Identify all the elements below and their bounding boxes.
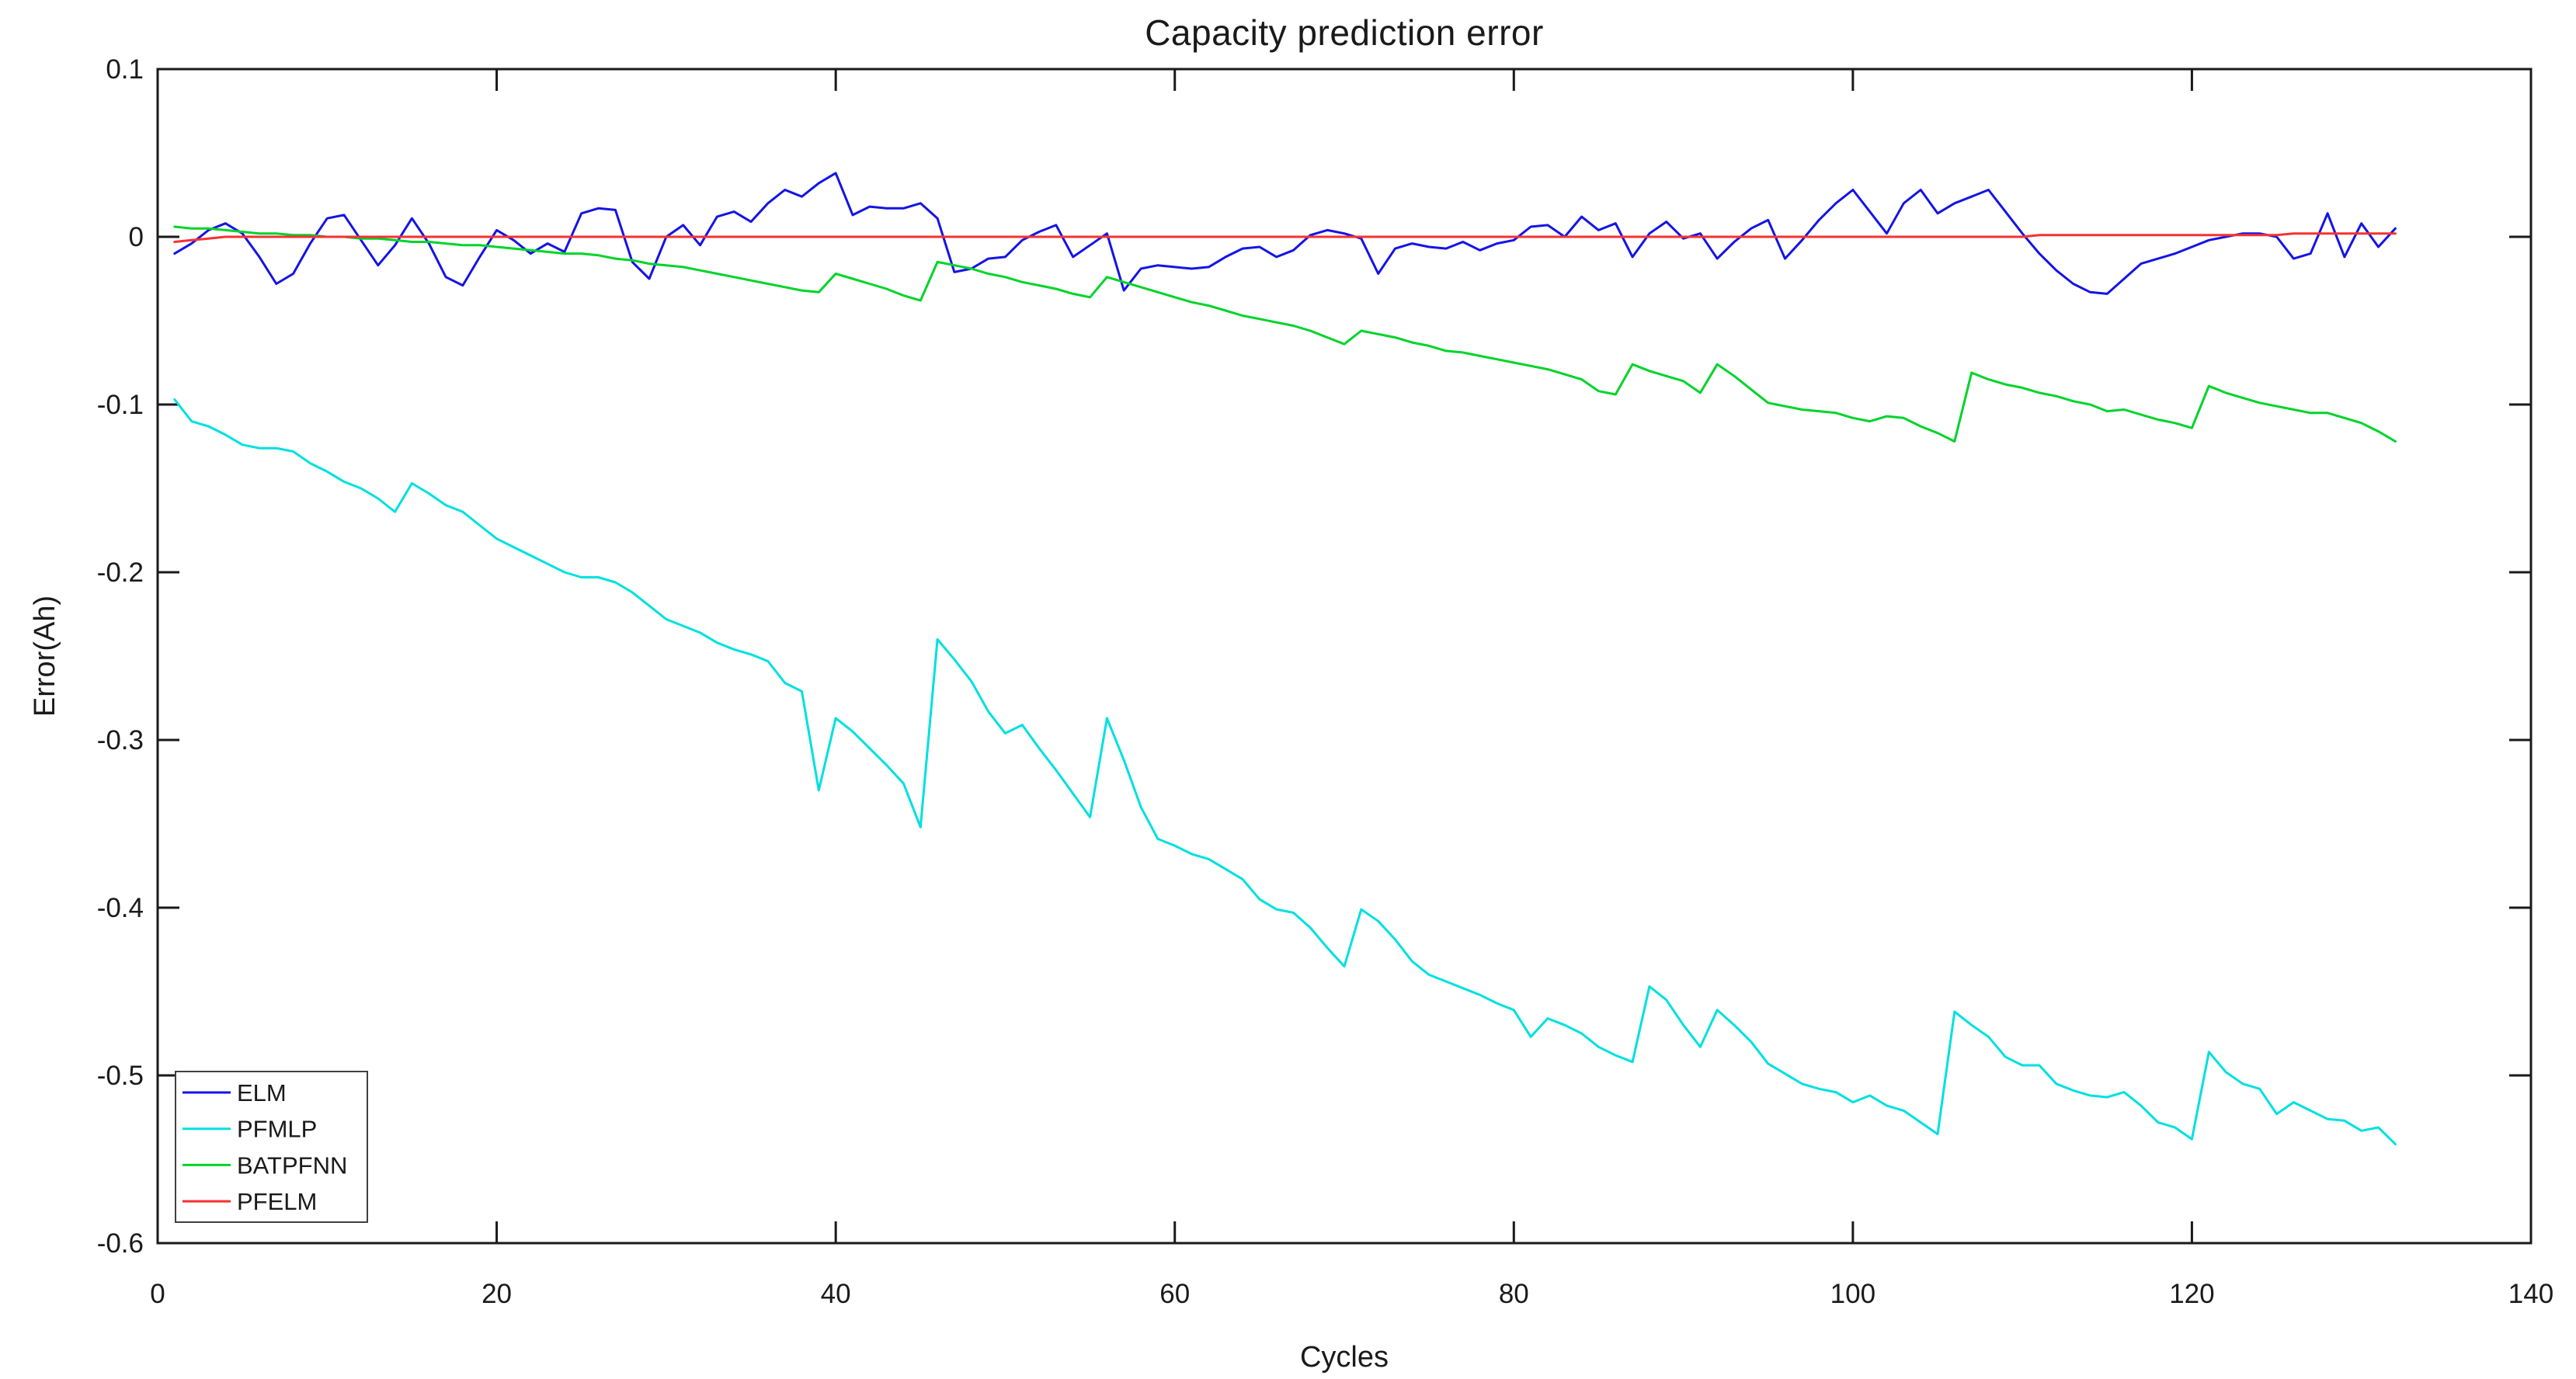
x-tick-label: 80	[1499, 1279, 1529, 1309]
legend-label-BATPFNN: BATPFNN	[237, 1151, 347, 1179]
series-line-ELM	[173, 172, 2397, 295]
y-tick-label: -0.2	[97, 558, 144, 588]
series-line-PFMLP	[173, 398, 2397, 1146]
x-axis-label: Cycles	[1300, 1341, 1389, 1374]
y-tick-label: -0.6	[97, 1228, 144, 1259]
legend-label-PFELM: PFELM	[237, 1188, 317, 1215]
y-tick-label: -0.1	[97, 390, 144, 420]
series-line-BATPFNN	[173, 225, 2397, 443]
y-tick-label: 0.1	[106, 54, 144, 85]
legend-label-PFMLP: PFMLP	[237, 1116, 317, 1143]
x-tick-label: 0	[150, 1279, 165, 1309]
x-tick-label: 40	[821, 1279, 851, 1309]
chart-title: Capacity prediction error	[1145, 12, 1544, 53]
x-tick-label: 20	[481, 1279, 512, 1309]
y-axis-label: Error(Ah)	[29, 596, 61, 717]
y-tick-label: -0.3	[97, 725, 144, 755]
plot-box	[156, 68, 2533, 1245]
x-tick-label: 60	[1159, 1279, 1190, 1309]
y-tick-label: -0.5	[97, 1061, 144, 1091]
x-tick-label: 100	[1830, 1279, 1876, 1309]
x-tick-label: 140	[2508, 1279, 2553, 1309]
series-line-PFELM	[173, 232, 2397, 243]
y-tick-label: -0.4	[97, 893, 144, 923]
legend-box	[175, 1071, 368, 1223]
y-tick-label: 0	[129, 222, 144, 252]
legend-label-ELM: ELM	[237, 1079, 287, 1106]
x-tick-label: 120	[2169, 1279, 2214, 1309]
